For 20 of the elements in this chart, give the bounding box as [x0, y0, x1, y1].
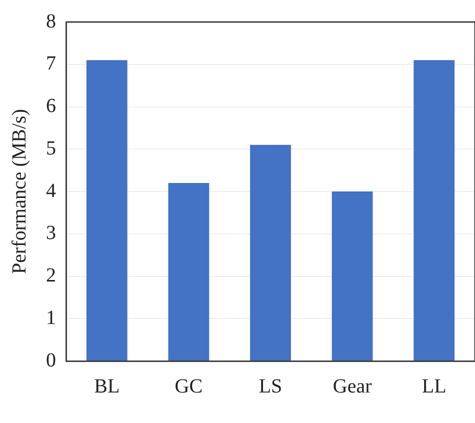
y-tick-label: 2: [46, 264, 56, 286]
y-tick-label: 0: [46, 349, 56, 372]
bar: [250, 144, 291, 360]
y-tick-label: 8: [46, 10, 56, 32]
x-tick-label: LL: [422, 375, 446, 398]
y-tick-label: 5: [46, 137, 56, 160]
y-tick-label: 6: [46, 95, 56, 117]
bar: [332, 192, 373, 360]
y-tick-label: 4: [46, 180, 56, 202]
bar: [414, 60, 455, 360]
x-tick-label: BL: [94, 375, 120, 398]
x-tick-label: Gear: [332, 375, 372, 398]
y-tick-label: 3: [46, 222, 56, 244]
bar: [86, 60, 128, 360]
y-axis-title: Performance (MB/s): [8, 109, 30, 274]
y-tick-label: 1: [46, 306, 56, 329]
x-tick-label: GC: [174, 375, 203, 398]
x-tick-label: LS: [258, 375, 282, 398]
y-tick-label: 7: [46, 52, 56, 75]
bar: [168, 183, 210, 360]
